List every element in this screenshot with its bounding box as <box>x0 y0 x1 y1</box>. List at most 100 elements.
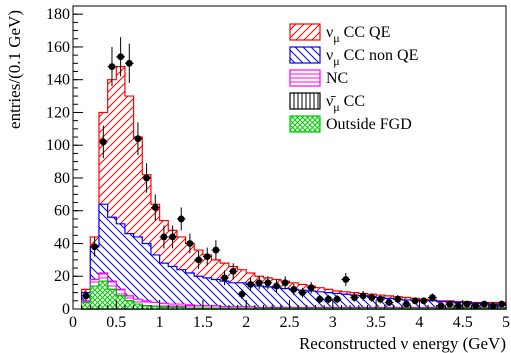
data-marker <box>108 63 116 70</box>
data-marker <box>420 297 428 305</box>
data-marker <box>143 174 151 182</box>
legend-swatch <box>289 69 321 87</box>
data-marker <box>160 233 168 241</box>
data-marker <box>169 233 176 241</box>
x-tick-label: 1 <box>156 314 164 331</box>
data-marker <box>117 53 125 61</box>
data-point <box>341 272 351 287</box>
data-marker <box>463 300 471 308</box>
y-tick-label: 140 <box>46 72 70 89</box>
data-marker <box>351 294 358 301</box>
legend-entry-qe: νμ CC QE <box>289 23 390 45</box>
data-marker <box>134 135 142 143</box>
x-tick-label: 2 <box>242 314 250 331</box>
data-point <box>419 297 429 305</box>
data-marker <box>342 276 350 283</box>
data-marker <box>195 256 202 264</box>
data-marker <box>394 295 402 303</box>
data-point <box>116 37 125 77</box>
axes: 0 0.5 1 1.5 2 2.5 3 3.5 4 4.5 5 0 20 40 60 80 100 120 140 1… <box>46 5 510 331</box>
legend-swatch <box>289 46 321 64</box>
data-point <box>185 233 195 254</box>
y-tick-label: 60 <box>54 203 70 220</box>
data-marker <box>411 297 419 305</box>
data-point <box>306 281 316 294</box>
data-point <box>254 276 264 290</box>
data-marker <box>177 215 185 223</box>
data-point <box>488 302 498 310</box>
data-point <box>393 295 403 304</box>
data-marker <box>247 281 254 288</box>
y-tick-label: 40 <box>54 235 70 252</box>
data-marker <box>480 300 488 308</box>
data-point <box>367 293 377 302</box>
x-tick-label: 3 <box>329 314 337 331</box>
data-marker <box>299 289 306 297</box>
data-marker <box>325 295 332 303</box>
data-marker <box>489 302 497 310</box>
data-point <box>315 295 325 304</box>
data-marker <box>307 284 315 292</box>
data-point <box>90 236 99 257</box>
data-point <box>350 293 359 302</box>
legend-label: νμ CC QE <box>326 24 390 45</box>
data-point <box>471 302 481 310</box>
data-marker <box>446 300 454 308</box>
data-point <box>436 302 446 310</box>
data-marker <box>403 300 410 308</box>
x-tick-label: 5 <box>502 314 510 331</box>
data-marker <box>281 279 289 287</box>
data-marker <box>359 292 367 300</box>
y-tick-label: 0 <box>62 301 70 318</box>
legend-swatch <box>289 92 321 110</box>
data-marker <box>498 300 506 308</box>
data-marker <box>203 253 211 260</box>
data-point <box>246 277 255 291</box>
data-marker <box>91 243 99 251</box>
data-point <box>159 225 169 249</box>
data-marker <box>437 302 445 310</box>
legend-label: NC <box>326 70 348 87</box>
data-point <box>402 300 411 308</box>
data-point <box>107 46 117 87</box>
data-point <box>133 122 143 156</box>
data-point <box>176 207 186 231</box>
x-tick-label: 0 <box>69 314 77 331</box>
data-point <box>81 290 91 301</box>
data-point <box>211 240 221 260</box>
data-point <box>497 300 506 308</box>
data-marker <box>229 267 237 275</box>
data-marker <box>99 138 107 146</box>
legend-entry-antinu: ν̄μ CC <box>289 92 365 114</box>
data-marker <box>454 302 462 310</box>
data-point <box>454 302 463 310</box>
x-tick-label: 1.5 <box>193 314 213 331</box>
data-point <box>384 299 394 306</box>
x-tick-label: 3.5 <box>366 314 386 331</box>
data-marker <box>290 285 298 293</box>
data-marker <box>255 279 263 287</box>
x-axis-label: Reconstructed ν energy (GeV) <box>299 334 506 353</box>
data-point <box>237 289 247 300</box>
data-point <box>98 125 108 159</box>
data-marker <box>82 292 90 300</box>
data-marker <box>428 294 436 301</box>
data-marker <box>333 295 341 303</box>
data-point <box>445 300 455 308</box>
data-point <box>324 295 333 304</box>
y-tick-label: 20 <box>54 268 70 285</box>
y-axis-label: entries/(0.1 GeV) <box>5 10 24 129</box>
data-marker <box>212 246 220 254</box>
data-marker <box>125 59 133 67</box>
data-points <box>81 37 506 310</box>
data-point <box>280 276 290 290</box>
data-point <box>272 279 281 293</box>
data-point <box>150 194 160 221</box>
y-tick-label: 80 <box>54 170 70 187</box>
data-point <box>358 290 368 301</box>
y-tick-label: 100 <box>46 137 70 154</box>
legend-label: νμ CC non QE <box>326 47 418 68</box>
x-tick-label: 2.5 <box>280 314 300 331</box>
data-point <box>202 247 212 266</box>
